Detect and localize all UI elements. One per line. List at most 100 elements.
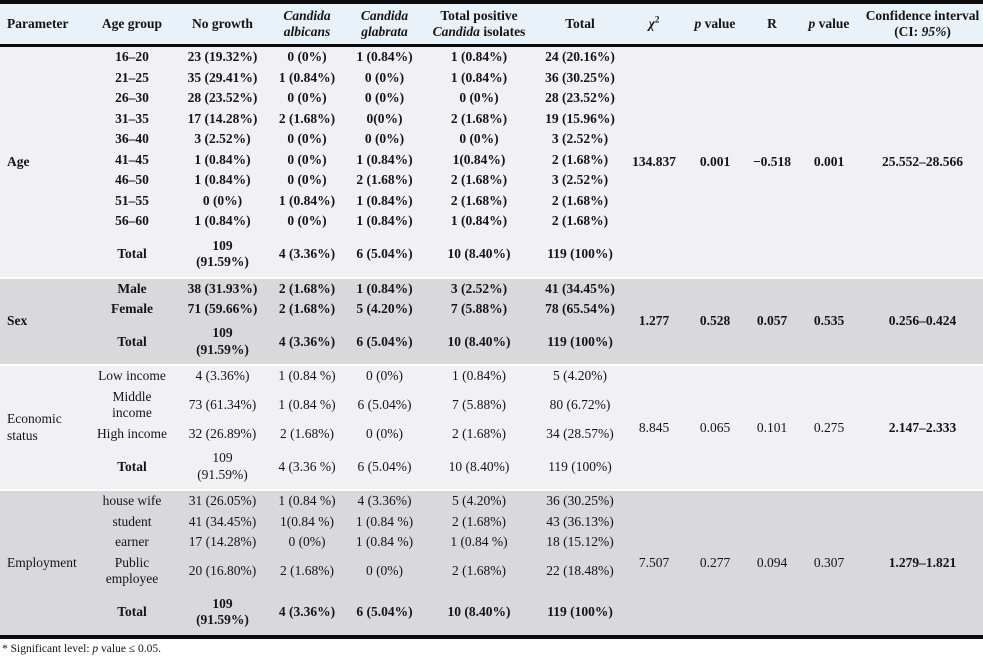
data-cell: 6 (5.04%)	[345, 589, 424, 635]
stat-chi-square: 7.507	[626, 489, 682, 635]
data-cell: 7 (5.88%)	[424, 386, 534, 424]
column-header-p-value-1: p value	[682, 4, 748, 48]
stat-r: 0.101	[748, 364, 796, 491]
data-cell: 1 (0.84 %)	[269, 386, 345, 424]
data-cell: 6 (5.04%)	[345, 386, 424, 424]
data-cell: 109 (91.59%)	[176, 231, 269, 278]
data-cell: 6 (5.04%)	[345, 231, 424, 278]
data-cell: 32 (26.89%)	[176, 423, 269, 445]
table-row-employment: Total 109 (91.59%) 4 (3.36%) 6 (5.04%) 10 (8…	[0, 589, 983, 635]
data-cell: 2 (1.68%)	[424, 423, 534, 445]
row-label: Total	[88, 319, 176, 366]
column-header-r: R	[748, 4, 796, 48]
data-cell: 2 (1.68%)	[269, 276, 345, 299]
data-cell: 1 (0.84%)	[176, 149, 269, 171]
stat-chi-square: 8.845	[626, 364, 682, 491]
column-header-parameter: Parameter	[0, 4, 88, 48]
column-header-confidence-interval: Confidence interval (CI: 95%)	[862, 4, 983, 48]
data-cell: 6 (5.04%)	[345, 319, 424, 366]
significance-footnote: * Significant level: p value ≤ 0.05.	[2, 642, 161, 655]
data-cell: 80 (6.72%)	[534, 386, 626, 424]
stat-p-value-2: 0.275	[796, 364, 862, 491]
column-header-total: Total	[534, 4, 626, 48]
data-cell: 17 (14.28%)	[176, 532, 269, 553]
stat-chi-square: 134.837	[626, 45, 682, 278]
stat-r: 0.094	[748, 489, 796, 635]
data-table: Parameter Age group No growth Candida albic…	[0, 4, 983, 635]
data-cell: 10 (8.40%)	[424, 319, 534, 366]
column-header-total-positive: Total positive Candida isolates	[424, 4, 534, 48]
table-row-age: 46–50 1 (0.84%) 0 (0%) 2 (1.68%) 2 (1.68%) 3 …	[0, 170, 983, 191]
data-cell: 1 (0.84%)	[345, 276, 424, 299]
row-label: Total	[88, 444, 176, 491]
row-label: Male	[88, 276, 176, 299]
row-label: Low income	[88, 364, 176, 387]
data-cell: 1 (0.84%)	[345, 190, 424, 212]
row-label: Total	[88, 589, 176, 635]
data-cell: 41 (34.45%)	[534, 276, 626, 299]
data-cell: 1 (0.84 %)	[345, 511, 424, 533]
data-cell: 5 (4.20%)	[534, 364, 626, 387]
table-row-sex: Female 71 (59.66%) 2 (1.68%) 5 (4.20%) 7 (5.…	[0, 299, 983, 320]
row-label: 51–55	[88, 190, 176, 212]
data-cell: 0 (0%)	[424, 129, 534, 150]
data-cell: 0 (0%)	[269, 532, 345, 553]
stat-chi-square: 1.277	[626, 276, 682, 366]
data-cell: 2 (1.68%)	[534, 190, 626, 212]
table-row-employment: earner 17 (14.28%) 0 (0%) 1 (0.84 %) 1 (0.84…	[0, 532, 983, 553]
data-cell: 2 (1.68%)	[534, 149, 626, 171]
parameter-cell-employment: Employment	[0, 489, 88, 635]
data-cell: 1 (0.84%)	[345, 149, 424, 171]
stat-confidence-interval: 1.279–1.821	[862, 489, 983, 635]
column-header-group: Age group	[88, 4, 176, 48]
data-cell: 2 (1.68%)	[424, 190, 534, 212]
data-cell: 28 (23.52%)	[534, 88, 626, 109]
data-cell: 23 (19.32%)	[176, 45, 269, 68]
data-cell: 1 (0.84%)	[269, 67, 345, 89]
row-label: 41–45	[88, 149, 176, 171]
data-cell: 1 (0.84%)	[345, 211, 424, 232]
data-cell: 1 (0.84 %)	[424, 532, 534, 553]
data-cell: 1 (0.84 %)	[269, 364, 345, 387]
data-cell: 109 (91.59%)	[176, 589, 269, 635]
data-cell: 2 (1.68%)	[269, 423, 345, 445]
stat-p-value-1: 0.001	[682, 45, 748, 278]
data-cell: 0(0%)	[345, 108, 424, 130]
data-cell: 1(0.84 %)	[269, 511, 345, 533]
data-cell: 3 (2.52%)	[424, 276, 534, 299]
column-header-candida-glabrata: Candida glabrata	[345, 4, 424, 48]
table-row-employment: student 41 (34.45%) 1(0.84 %) 1 (0.84 %) 2 (…	[0, 511, 983, 533]
data-cell: 1 (0.84%)	[424, 364, 534, 387]
stat-r: −0.518	[748, 45, 796, 278]
data-cell: 17 (14.28%)	[176, 108, 269, 130]
data-cell: 1 (0.84%)	[424, 45, 534, 68]
data-cell: 4 (3.36%)	[176, 364, 269, 387]
data-cell: 0 (0%)	[345, 67, 424, 89]
header-row: Parameter Age group No growth Candida albic…	[0, 4, 983, 48]
stat-p-value-2: 0.535	[796, 276, 862, 366]
data-cell: 19 (15.96%)	[534, 108, 626, 130]
data-cell: 4 (3.36%)	[269, 231, 345, 278]
table-row-sex: Total 109 (91.59%) 4 (3.36%) 6 (5.04%) 10 (8…	[0, 319, 983, 366]
data-cell: 36 (30.25%)	[534, 489, 626, 512]
data-cell: 4 (3.36%)	[269, 319, 345, 366]
data-cell: 119 (100%)	[534, 589, 626, 635]
table-row-age: 41–45 1 (0.84%) 0 (0%) 1 (0.84%) 1(0.84%) 2 (…	[0, 149, 983, 171]
data-cell: 24 (20.16%)	[534, 45, 626, 68]
data-cell: 1 (0.84%)	[345, 45, 424, 68]
row-label: 36–40	[88, 129, 176, 150]
data-cell: 6 (5.04%)	[345, 444, 424, 491]
table-row-age: 36–40 3 (2.52%) 0 (0%) 0 (0%) 0 (0%) 3 (2.52%…	[0, 129, 983, 150]
data-cell: 1 (0.84 %)	[345, 532, 424, 553]
data-cell: 4 (3.36 %)	[269, 444, 345, 491]
table-row-age: 56–60 1 (0.84%) 0 (0%) 1 (0.84%) 1 (0.84%) 2 …	[0, 211, 983, 232]
data-cell: 78 (65.54%)	[534, 299, 626, 320]
data-cell: 10 (8.40%)	[424, 589, 534, 635]
data-cell: 71 (59.66%)	[176, 299, 269, 320]
data-cell: 0 (0%)	[269, 170, 345, 191]
data-cell: 0 (0%)	[345, 88, 424, 109]
data-cell: 0 (0%)	[345, 423, 424, 445]
table-head: Parameter Age group No growth Candida albic…	[0, 4, 983, 48]
stat-p-value-2: 0.001	[796, 45, 862, 278]
table-row-economic-status: Total 109 (91.59%) 4 (3.36 %) 6 (5.04%) 10 (…	[0, 444, 983, 491]
